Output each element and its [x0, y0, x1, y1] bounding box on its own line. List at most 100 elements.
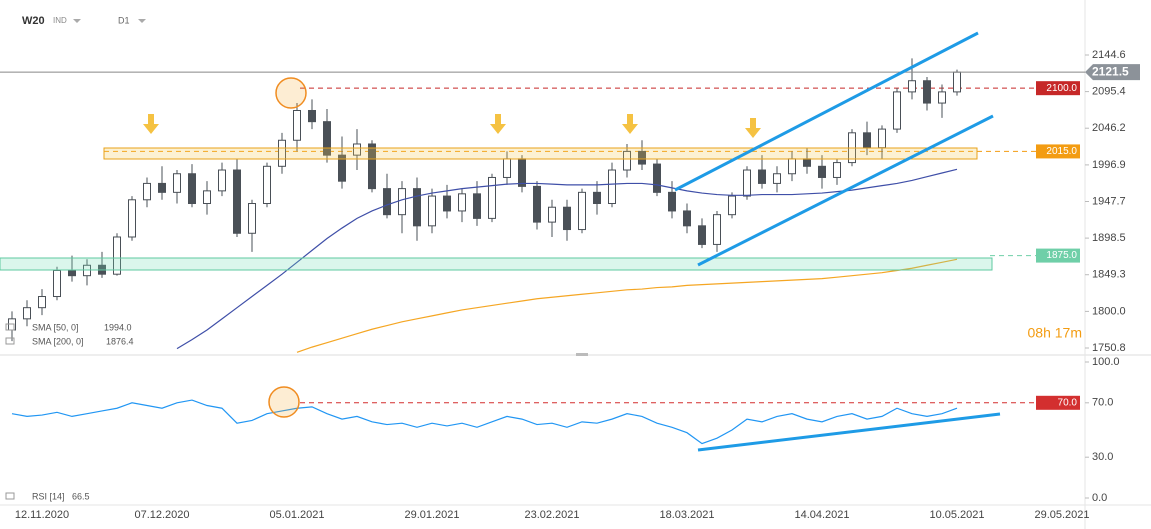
candle-body [563, 206, 571, 231]
candle-body [158, 182, 166, 193]
y-tick-label: 2144.6 [1092, 49, 1126, 61]
legend-label: RSI [14] [32, 491, 65, 501]
y-tick-label: 1947.7 [1092, 195, 1126, 207]
candle-body [773, 173, 781, 184]
candle-body [578, 191, 586, 231]
candle-body [68, 269, 76, 277]
x-tick-label: 29.05.2021 [1034, 509, 1089, 521]
legend-value: 66.5 [72, 491, 90, 501]
level-label: 2015.0 [1046, 146, 1077, 157]
candle-body [398, 188, 406, 216]
legend: SMA [50, 0] 1994.0 SMA [200, 0] 1876.4 R… [5, 322, 134, 501]
candle-body [788, 158, 796, 175]
x-tick-label: 23.02.2021 [524, 509, 579, 521]
candle-body [293, 109, 301, 141]
candle-body [908, 80, 916, 93]
candle-body [308, 109, 316, 123]
candle-body [473, 193, 481, 219]
candle-body [593, 191, 601, 205]
y-tick-label: 100.0 [1092, 356, 1120, 368]
arrow [622, 114, 638, 134]
last-price-label: 2121.5 [1092, 64, 1129, 78]
y-tick-label: 30.0 [1092, 451, 1113, 463]
y-tick-label: 1996.9 [1092, 159, 1126, 171]
candle-body [458, 193, 466, 212]
legend-icon[interactable] [5, 337, 15, 345]
dropdown-icon[interactable] [138, 19, 146, 23]
candle-body [428, 195, 436, 227]
x-tick-label: 10.05.2021 [929, 509, 984, 521]
trend-line [697, 412, 1001, 452]
trend-line [674, 31, 979, 192]
candle-body [833, 162, 841, 178]
sma-line [176, 168, 958, 350]
candle-body [173, 173, 181, 193]
x-tick-label: 14.04.2021 [794, 509, 849, 521]
rsi-line [11, 399, 958, 445]
candle-body [683, 210, 691, 227]
candle-body [938, 91, 946, 104]
x-tick-label: 12.11.2020 [15, 509, 69, 521]
highlight-circle [275, 77, 307, 109]
candle-body [248, 203, 256, 234]
candle-body [503, 158, 511, 178]
last-price-tag [1085, 64, 1140, 81]
market: IND [53, 16, 67, 25]
trend-line [697, 114, 994, 267]
candle-body [893, 91, 901, 130]
candle-body [263, 165, 271, 205]
highlight-circle [268, 386, 300, 418]
pane-handle[interactable] [576, 353, 588, 356]
candle-body [623, 150, 631, 171]
y-tick-label: 1898.5 [1092, 232, 1126, 244]
dropdown-icon[interactable] [73, 19, 81, 23]
y-tick-label: 2046.2 [1092, 122, 1126, 134]
candle-body [128, 199, 136, 238]
level-label: 70.0 [1058, 397, 1078, 408]
zone [0, 257, 993, 271]
y-tick-label: 1800.0 [1092, 305, 1126, 317]
candle-body [863, 132, 871, 149]
legend-label: SMA [50, 0] [32, 322, 79, 332]
y-tick-label: 1750.8 [1092, 342, 1126, 354]
candle-body [638, 150, 646, 165]
candle-body [803, 158, 811, 167]
candle-body [698, 225, 706, 245]
zone [103, 147, 978, 160]
candle-body [53, 269, 61, 298]
symbol[interactable]: W20 [22, 15, 45, 27]
candle-body [188, 173, 196, 205]
arrow [490, 114, 506, 134]
candle-body [953, 71, 961, 93]
candle-body [818, 165, 826, 178]
interval[interactable]: D1 [118, 15, 130, 25]
candle-body [878, 128, 886, 149]
y-tick-label: 2095.4 [1092, 86, 1126, 98]
candle-body [608, 169, 616, 205]
arrow [745, 118, 761, 138]
x-tick-label: 18.03.2021 [659, 509, 714, 521]
candle-body [338, 154, 346, 182]
candle-body [653, 163, 661, 193]
level-tag [1036, 248, 1080, 263]
candle-body [323, 121, 331, 156]
candle-body [548, 206, 556, 223]
level-tag [1036, 81, 1080, 96]
legend-value: 1876.4 [106, 336, 134, 346]
candle-body [113, 236, 121, 275]
y-tick-label: 0.0 [1092, 492, 1107, 504]
candle-body [923, 80, 931, 104]
legend-icon[interactable] [5, 492, 15, 500]
candle-body [383, 188, 391, 216]
candle-body [233, 169, 241, 234]
candle-body [143, 182, 151, 201]
level-label: 2100.0 [1046, 83, 1077, 94]
y-tick-label: 1849.3 [1092, 269, 1126, 281]
level-tag [1036, 144, 1080, 159]
candle-body [443, 195, 451, 212]
legend-icon[interactable] [5, 323, 15, 331]
candle-body [488, 176, 496, 219]
legend-label: SMA [200, 0] [32, 336, 84, 346]
candle-body [713, 214, 721, 245]
